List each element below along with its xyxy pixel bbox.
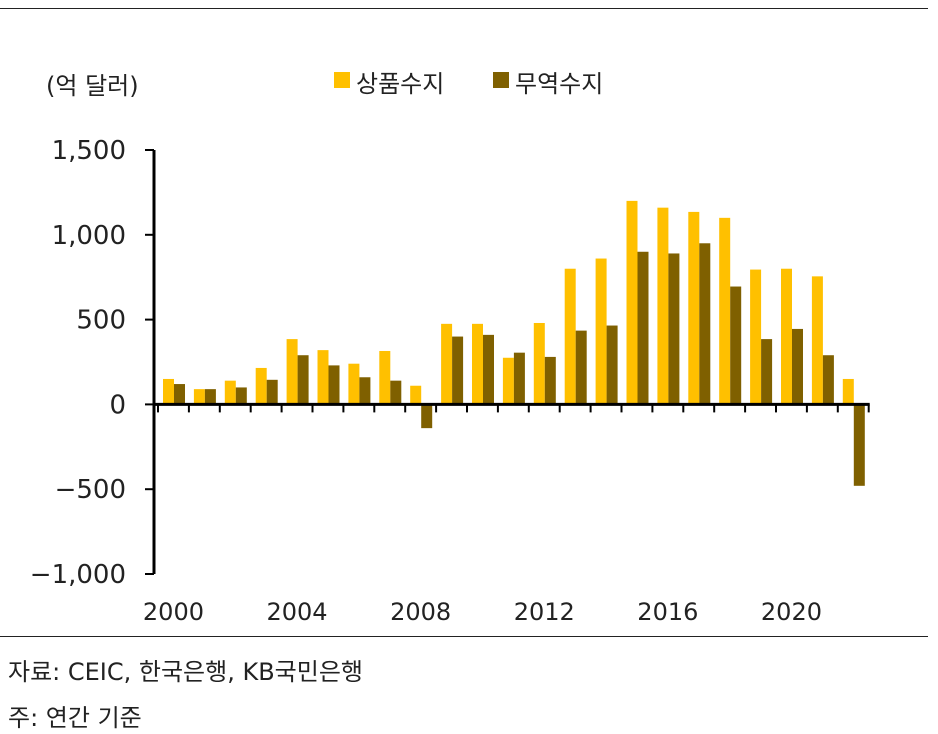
bar-goods-2005 (317, 350, 329, 405)
legend-swatch-goods (334, 72, 350, 88)
bar-goods-2000 (163, 378, 174, 405)
y-tick-label: 1,000 (52, 221, 126, 251)
bar-trade-2003 (266, 379, 278, 405)
bar-goods-2004 (286, 339, 298, 405)
bar-trade-2002 (235, 387, 247, 405)
bar-trade-2022 (853, 404, 865, 486)
bar-trade-2012 (544, 356, 556, 405)
bar-trade-2006 (359, 377, 371, 405)
bar-trade-2007 (390, 380, 402, 405)
source-note: 자료: CEIC, 한국은행, KB국민은행 (8, 658, 363, 686)
bar-goods-2001 (193, 389, 205, 405)
bar-goods-2010 (472, 323, 483, 405)
bar-goods-2022 (842, 378, 854, 405)
bar-trade-2016 (668, 253, 680, 405)
bar-goods-2014 (595, 258, 607, 405)
top-rule (0, 8, 928, 9)
y-tick-label: 500 (76, 306, 126, 336)
bar-goods-2020 (781, 268, 792, 405)
bar-trade-2015 (637, 251, 649, 405)
bar-trade-2020 (792, 328, 803, 405)
unit-label: (억 달러) (46, 72, 139, 100)
bar-goods-2003 (255, 367, 267, 405)
x-tick-label: 2004 (267, 598, 328, 626)
legend-label-goods: 상품수지 (356, 70, 444, 98)
bar-goods-2017 (688, 211, 700, 405)
bar-goods-2015 (626, 200, 638, 405)
bar-trade-2005 (328, 365, 340, 405)
bars-group (163, 200, 865, 486)
basis-note: 주: 연간 기준 (8, 704, 142, 732)
legend-swatch-trade (493, 72, 509, 88)
bar-goods-2021 (811, 276, 823, 405)
bar-goods-2011 (502, 357, 514, 405)
y-tick-label: 1,500 (52, 136, 126, 166)
bar-goods-2012 (533, 322, 545, 405)
bar-trade-2014 (606, 325, 618, 405)
bar-goods-2007 (379, 350, 391, 405)
y-tick-label: −1,000 (30, 560, 126, 590)
y-tick-label: −500 (55, 475, 126, 505)
bar-trade-2010 (483, 334, 494, 405)
bar-trade-2001 (204, 389, 216, 405)
bar-trade-2017 (699, 243, 711, 405)
bar-goods-2018 (719, 217, 731, 405)
y-tick-label: 0 (109, 390, 126, 420)
x-tick-label: 2012 (514, 598, 575, 626)
bar-goods-2019 (750, 269, 762, 405)
x-tick-label: 2016 (637, 598, 698, 626)
bar-trade-2004 (297, 355, 309, 405)
legend: 상품수지 무역수지 (334, 70, 603, 98)
bar-trade-2019 (761, 339, 773, 405)
bar-trade-2018 (730, 286, 742, 405)
bar-trade-2000 (174, 384, 185, 405)
bar-goods-2008 (410, 385, 422, 405)
x-tick-label: 2000 (143, 598, 204, 626)
x-tick-label: 2020 (761, 598, 822, 626)
bar-goods-2016 (657, 207, 669, 405)
bar-chart: 1,500 1,000 500 0 −500 −1,000 2000 2004 2008 2012… (30, 70, 870, 626)
x-tick-label: 2008 (390, 598, 451, 626)
legend-label-trade: 무역수지 (515, 70, 603, 98)
bar-goods-2006 (348, 363, 360, 405)
bottom-rule (0, 636, 928, 637)
bar-trade-2011 (513, 352, 525, 405)
bar-trade-2013 (575, 330, 587, 405)
bar-goods-2013 (564, 268, 576, 405)
bar-goods-2002 (224, 380, 236, 405)
bar-trade-2009 (452, 336, 464, 405)
bar-goods-2009 (441, 323, 453, 405)
bar-trade-2021 (822, 355, 834, 405)
axes-group: 1,500 1,000 500 0 −500 −1,000 2000 2004 2008 2012… (30, 136, 870, 626)
bar-trade-2008 (421, 404, 433, 429)
